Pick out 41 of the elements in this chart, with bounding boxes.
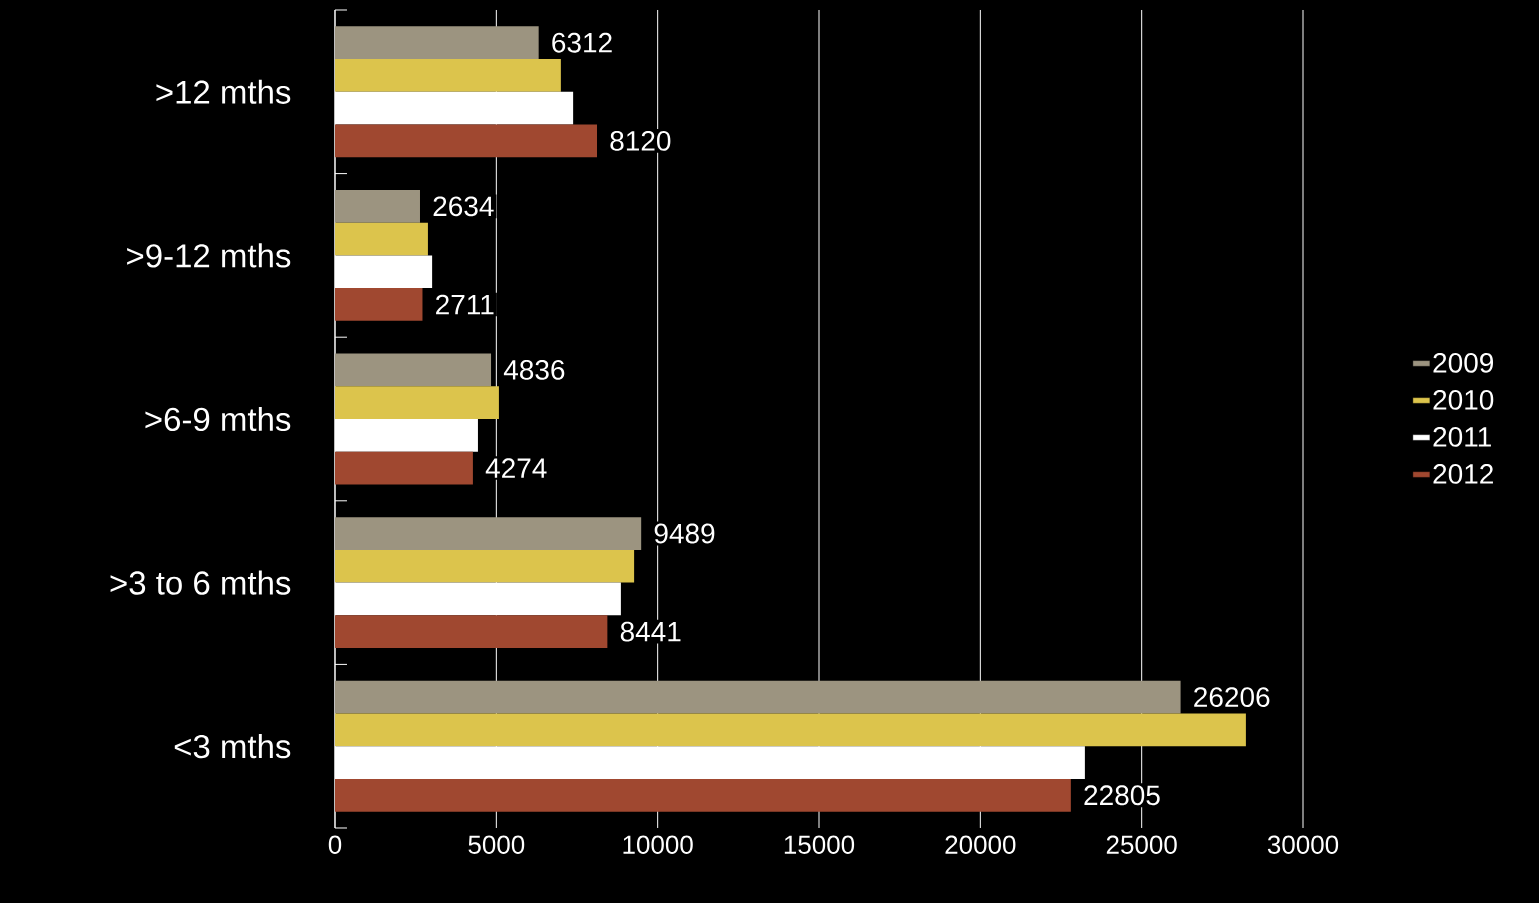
- x-tick-label: 15000: [784, 835, 855, 854]
- data-label: 4836: [503, 360, 565, 380]
- y-tick-label: <3 mths: [174, 734, 291, 759]
- bar: [335, 59, 561, 92]
- bar: [335, 778, 1071, 812]
- legend-label: 2010: [1433, 389, 1494, 410]
- y-tick-label: >6-9 mths: [145, 406, 291, 432]
- bar: [335, 222, 428, 256]
- legend-label: 2012: [1433, 464, 1493, 484]
- bar: [335, 288, 423, 321]
- legend-label: 2011: [1433, 427, 1491, 447]
- x-tick-label: 20000: [945, 835, 1016, 854]
- bar: [335, 549, 635, 583]
- bar: [335, 124, 597, 158]
- y-tick-label: >12 mths: [156, 79, 291, 104]
- bar: [335, 451, 473, 485]
- x-tick-label: 25000: [1106, 835, 1177, 854]
- bar: [335, 386, 499, 419]
- bar: [335, 713, 1246, 747]
- data-label: 8441: [620, 621, 681, 642]
- data-label: 26206: [1194, 687, 1270, 708]
- bar: [335, 26, 539, 60]
- data-label: 6312: [552, 32, 612, 53]
- data-label: 22805: [1084, 785, 1160, 806]
- y-tick-label: >3 to 6 mths: [110, 570, 291, 595]
- bar: [335, 353, 492, 387]
- data-label: 9489: [654, 523, 715, 544]
- x-tick-label: 5000: [468, 835, 525, 854]
- bar: [335, 615, 608, 649]
- bar: [335, 517, 642, 550]
- bar: [335, 680, 1181, 714]
- data-label: 2711: [436, 294, 494, 315]
- x-tick-label: 0: [328, 835, 342, 854]
- data-label: 8120: [610, 130, 671, 151]
- x-tick-label: 30000: [1267, 835, 1339, 854]
- legend-label: 2009: [1433, 352, 1494, 373]
- y-tick-label: >9-12 mths: [127, 243, 291, 268]
- data-label: 2634: [433, 196, 494, 217]
- data-label: 4274: [485, 458, 547, 478]
- bar: [335, 189, 420, 223]
- x-tick-label: 10000: [623, 835, 693, 854]
